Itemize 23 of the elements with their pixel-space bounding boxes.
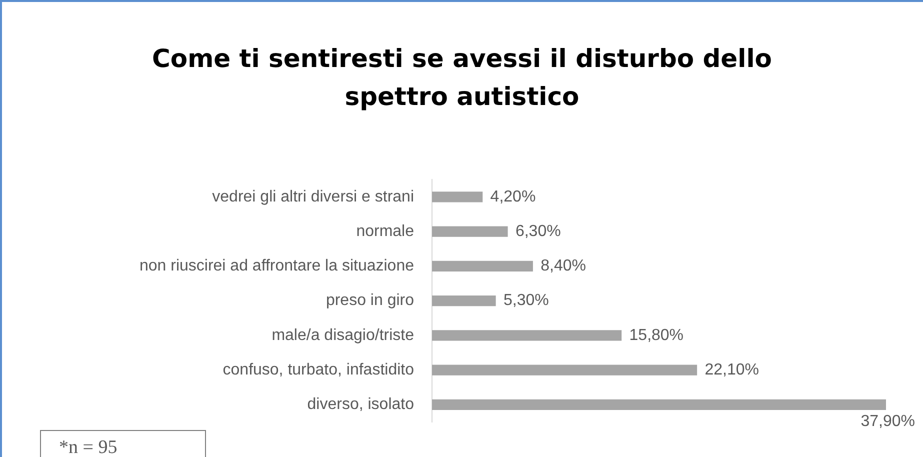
y-tick-label: preso in giro xyxy=(326,292,414,310)
y-tick-label: confuso, turbato, infastidito xyxy=(222,361,414,378)
bar xyxy=(432,260,533,272)
bar xyxy=(432,399,886,410)
data-label: 5,30% xyxy=(503,292,549,310)
y-tick-label: non riuscirei ad affrontare la situazione xyxy=(139,258,414,275)
data-label: 6,30% xyxy=(515,222,561,240)
text: *n = 95 xyxy=(40,430,206,457)
data-label: 8,40% xyxy=(540,258,586,275)
y-tick-label: male/a disagio/triste xyxy=(272,326,414,344)
data-label: 4,20% xyxy=(490,188,536,206)
bar xyxy=(432,226,508,237)
bar xyxy=(432,295,496,306)
y-tick-label: normale xyxy=(356,222,414,240)
y-tick-label: vedrei gli altri diversi e strani xyxy=(212,188,414,206)
data-label: 15,80% xyxy=(629,326,684,344)
bar xyxy=(432,192,483,202)
data-label: 22,10% xyxy=(704,361,759,378)
chart-title: Come ti sentiresti se avessi il disturbo dello spettro autistico xyxy=(151,43,773,113)
bar xyxy=(432,364,698,376)
data-label: 37,90% xyxy=(860,413,915,430)
y-tick-label: diverso, isolato xyxy=(307,396,414,414)
bar xyxy=(432,330,622,341)
